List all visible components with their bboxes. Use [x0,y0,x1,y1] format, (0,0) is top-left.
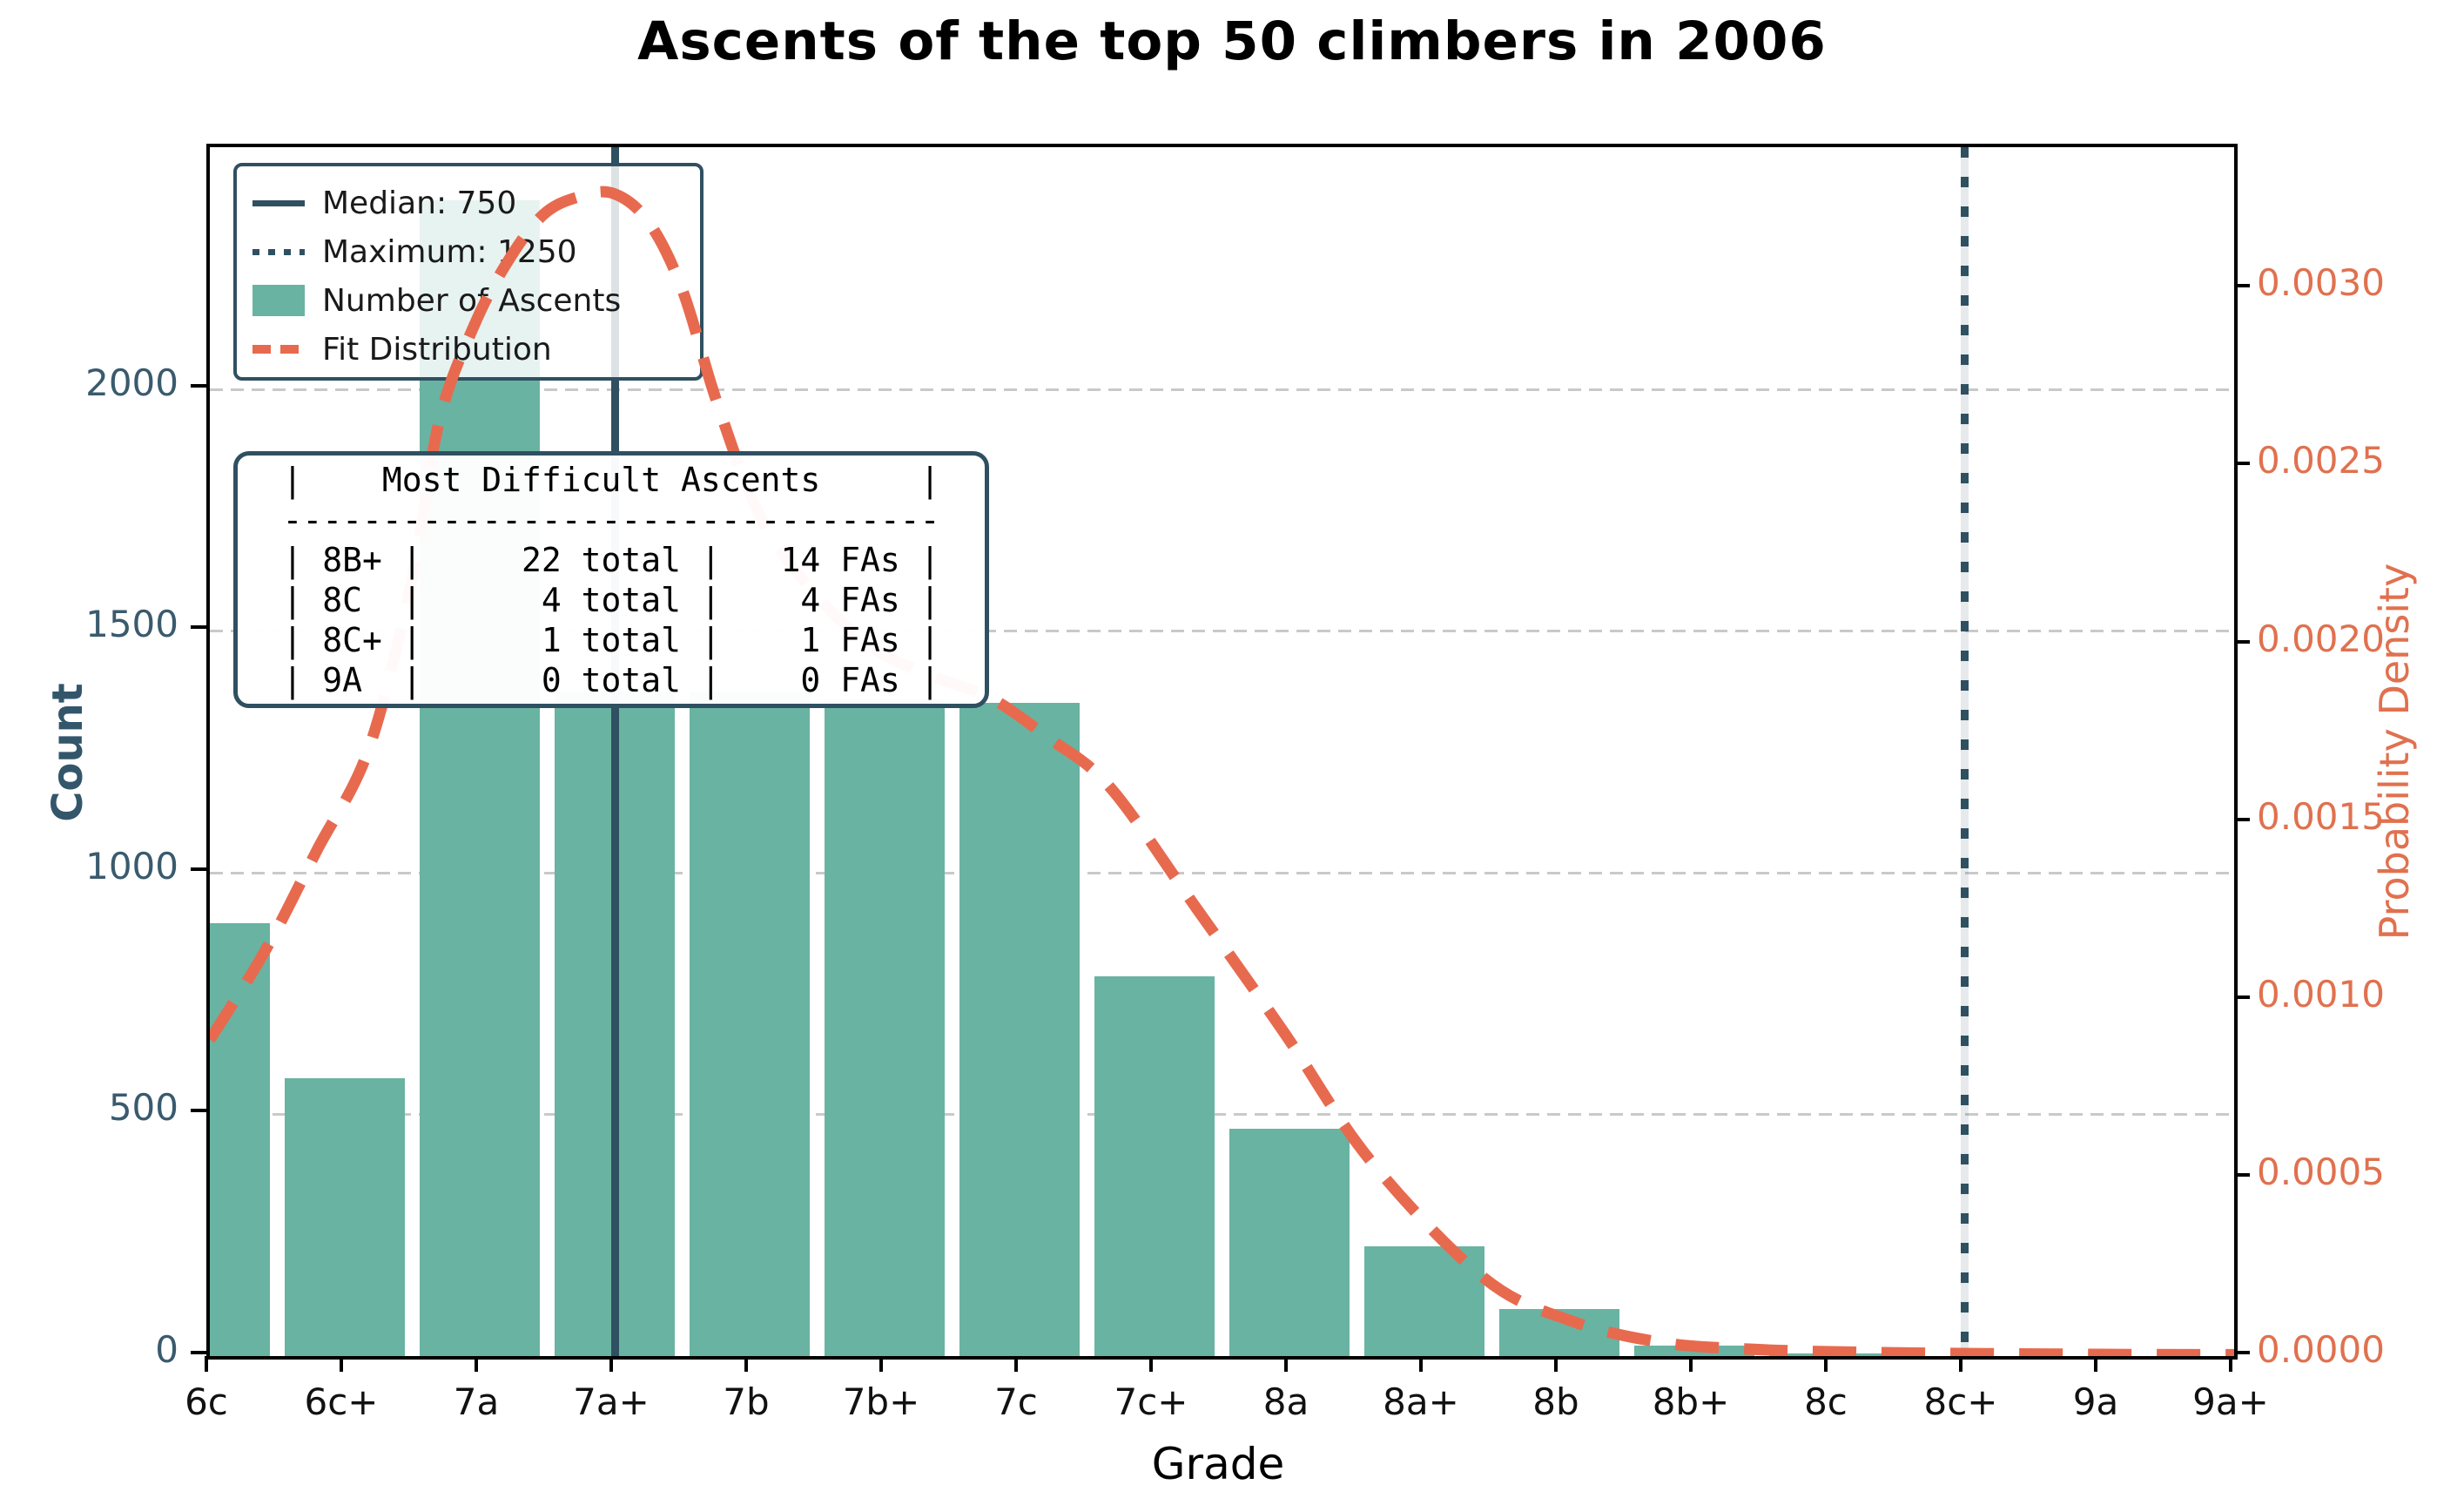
plot-area [206,144,2238,1360]
x-tick-label-6c+: 6c+ [304,1380,379,1423]
x-tick-label-8b+: 8b+ [1652,1380,1730,1423]
x-tick-7b+ [879,1356,883,1372]
y-tick-right-0.0020 [2234,639,2250,644]
y-tick-label-right-0.0025: 0.0025 [2257,439,2385,483]
y-tick-label-right-0.0015: 0.0015 [2257,794,2385,838]
x-tick-9a [2094,1356,2097,1372]
legend-label-median: Median: 750 [322,185,517,221]
x-tick-label-7a+: 7a+ [573,1380,650,1423]
most-difficult-ascents-box: | Most Difficult Ascents | -------------… [233,451,989,708]
y-axis-label-right: Probability Density [2371,563,2418,941]
y-axis-label-left: Count [44,683,92,822]
bar-7c+ [1094,976,1215,1356]
x-tick-label-7b+: 7b+ [842,1380,920,1423]
y-tick-left-500 [191,1109,206,1113]
x-tick-label-8a+: 8a+ [1383,1380,1459,1423]
y-tick-label-right-0.0005: 0.0005 [2257,1150,2385,1193]
y-tick-left-0 [191,1351,206,1354]
y-tick-right-0.0025 [2234,462,2250,466]
x-tick-8a [1284,1356,1288,1372]
x-axis-label: Grade [1151,1439,1285,1489]
bar-8c [1769,1353,1889,1356]
bar-8a [1229,1129,1350,1356]
x-tick-7a [475,1356,478,1372]
fit-line-icon [252,345,305,354]
most-difficult-ascents-table: | Most Difficult Ascents | -------------… [282,460,940,699]
x-tick-label-9a: 9a [2072,1380,2119,1423]
x-tick-7a+ [609,1356,613,1372]
x-tick-9a+ [2229,1356,2232,1372]
y-tick-right-0.0005 [2234,1172,2250,1177]
legend-item-fit: Fit Distribution [252,325,700,374]
legend-label-bars: Number of Ascents [322,282,622,319]
legend: Median: 750 Maximum: 1250 Number of Asce… [233,163,704,381]
x-tick-8c+ [1959,1356,1962,1372]
x-tick-label-8b: 8b [1532,1380,1579,1423]
x-tick-8c [1824,1356,1828,1372]
y-tick-label-right-0.0010: 0.0010 [2257,972,2385,1016]
y-tick-label-left-1500: 1500 [85,603,178,646]
maximum-line [1961,147,1969,1356]
x-tick-label-7c+: 7c+ [1114,1380,1188,1423]
y-tick-label-right-0.0030: 0.0030 [2257,261,2385,305]
legend-label-fit: Fit Distribution [322,331,552,368]
bar-patch-icon [252,285,305,316]
x-tick-8b [1554,1356,1558,1372]
y-tick-right-0.0010 [2234,995,2250,999]
y-tick-right-0.0030 [2234,284,2250,288]
x-tick-6c+ [340,1356,343,1372]
x-tick-label-7a: 7a [453,1380,500,1423]
legend-label-maximum: Maximum: 1250 [322,233,577,270]
x-tick-8a+ [1419,1356,1423,1372]
y-tick-left-2000 [191,383,206,388]
legend-item-bars: Number of Ascents [252,276,700,325]
median-line-icon [252,199,305,206]
x-tick-7c [1014,1356,1018,1372]
bar-7c [959,703,1080,1356]
bar-7b+ [825,698,945,1356]
x-tick-8b+ [1689,1356,1693,1372]
bar-6c+ [285,1077,405,1356]
y-tick-right-0.0000 [2234,1351,2250,1354]
y-tick-label-left-1000: 1000 [85,844,178,887]
y-tick-label-left-0: 0 [155,1328,178,1371]
x-tick-label-7c: 7c [994,1380,1038,1423]
legend-item-maximum: Maximum: 1250 [252,227,700,276]
x-tick-6c [205,1356,208,1372]
legend-item-median: Median: 750 [252,179,700,227]
y-tick-label-right-0.0000: 0.0000 [2257,1328,2385,1371]
x-tick-7c+ [1149,1356,1153,1372]
bar-6c [210,923,270,1356]
y-tick-label-left-500: 500 [108,1086,178,1130]
x-tick-label-8a: 8a [1262,1380,1309,1423]
maximum-line-icon [252,248,305,255]
bar-8b+ [1634,1345,1754,1356]
bar-8a+ [1364,1245,1484,1356]
y-tick-label-right-0.0020: 0.0020 [2257,617,2385,660]
bar-8b [1499,1308,1619,1356]
x-tick-label-8c: 8c [1804,1380,1848,1423]
y-tick-right-0.0015 [2234,817,2250,821]
bar-7b [690,691,810,1356]
y-tick-left-1000 [191,867,206,871]
x-tick-label-9a+: 9a+ [2192,1380,2269,1423]
x-tick-7b [744,1356,748,1372]
x-tick-label-6c: 6c [185,1380,228,1423]
chart-title: Ascents of the top 50 climbers in 2006 [637,10,1827,72]
x-tick-label-8c+: 8c+ [1923,1380,1998,1423]
y-tick-label-left-2000: 2000 [85,361,178,404]
y-tick-left-1500 [191,625,206,630]
x-tick-label-7b: 7b [723,1380,770,1423]
